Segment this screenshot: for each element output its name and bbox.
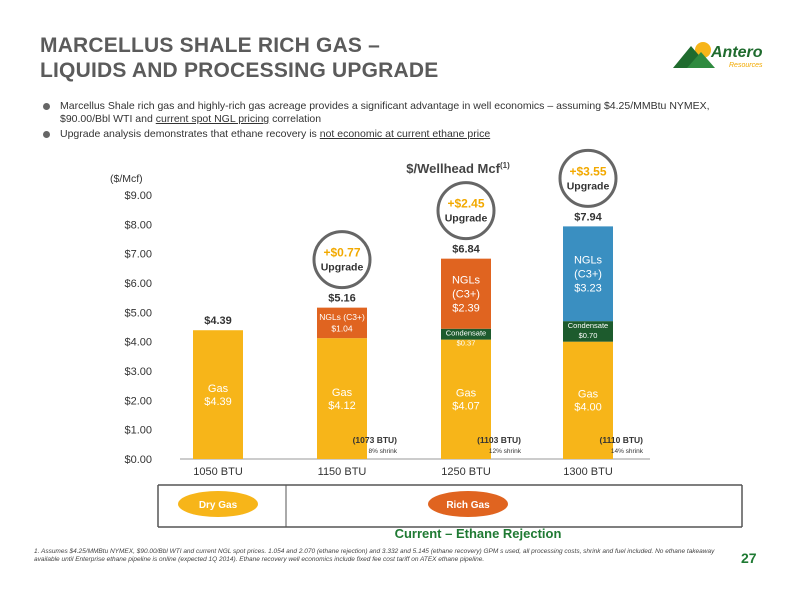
y-tick-label: $0.00 [124, 454, 152, 466]
bar-segment [193, 330, 243, 459]
group-pill [428, 491, 508, 517]
bar-segment-label: $4.12 [328, 400, 356, 412]
chart-title: $/Wellhead Mcf(1) [406, 161, 510, 176]
y-tick-label: $3.00 [124, 366, 152, 378]
bullet-dot-icon [43, 103, 50, 110]
logo-wordmark: Antero [711, 44, 763, 61]
bar-segment [317, 307, 367, 339]
shrink-percent-label: 14% shrink [611, 448, 644, 455]
logo-subtitle: Resources [729, 62, 763, 69]
bar-segment [563, 341, 613, 459]
footnote: 1. Assumes $4.25/MMBtu NYMEX, $90.00/Bbl… [34, 548, 715, 563]
title-line-2: LIQUIDS AND PROCESSING UPGRADE [40, 59, 439, 82]
upgrade-word-label: Upgrade [445, 213, 488, 225]
bar-segment-label: Gas [456, 388, 477, 400]
bar-total-label: $5.16 [328, 293, 356, 305]
bar-segment [441, 339, 491, 459]
bar-segment [563, 226, 613, 322]
logo-mountains-icon [673, 42, 715, 68]
bullet-dot-icon [43, 131, 50, 138]
bar-segment-label: Gas [578, 389, 599, 401]
upgrade-amount-label: +$2.45 [447, 197, 484, 211]
bar-segment [441, 328, 491, 340]
y-tick-label: $1.00 [124, 425, 152, 437]
y-tick-label: $8.00 [124, 219, 152, 231]
bar-segment-label: NGLs [574, 255, 603, 267]
bar-segment-label: $0.37 [457, 338, 476, 347]
y-tick-label: $2.00 [124, 395, 152, 407]
bullet-2-link: not economic at current ethane price [319, 128, 491, 140]
x-axis-title: Current – Ethane Rejection [395, 526, 562, 541]
bullet-1-link: current spot NGL pricing [155, 113, 270, 125]
shrink-btu-label: (1073 BTU) [353, 435, 398, 445]
page-number: 27 [741, 550, 757, 566]
y-axis-label: ($/Mcf) [110, 173, 143, 185]
bar-total-label: $4.39 [204, 315, 232, 327]
bar-segment-label: Gas [332, 387, 353, 399]
title-line-1: MARCELLUS SHALE RICH GAS – [40, 34, 381, 57]
bar-segment-label: $1.04 [331, 324, 353, 334]
bar-segment [441, 258, 491, 329]
bar-segment-label: Gas [208, 383, 229, 395]
bar-segment-label: NGLs [452, 275, 481, 287]
y-tick-label: $5.00 [124, 307, 152, 319]
bullet-2-text: Upgrade analysis demonstrates that ethan… [60, 128, 320, 140]
shrink-percent-label: 12% shrink [489, 448, 522, 455]
x-tick-label: 1300 BTU [563, 466, 613, 478]
bar-total-label: $6.84 [452, 244, 480, 256]
upgrade-word-label: Upgrade [321, 262, 364, 274]
bullet-list: Marcellus Shale rich gas and highly-rich… [40, 100, 760, 143]
bar-segment [563, 321, 613, 342]
bar-segment-label: Condensate [568, 321, 608, 330]
upgrade-circle-icon [436, 181, 496, 241]
bar-segment-label: $3.23 [574, 283, 602, 295]
upgrade-amount-label: +$0.77 [323, 246, 360, 260]
bar-segment-label: $4.07 [452, 401, 480, 413]
upgrade-amount-label: +$3.55 [569, 164, 606, 178]
upgrade-word-label: Upgrade [567, 180, 610, 192]
bar-segment-label: $4.00 [574, 402, 602, 414]
bullet-item-2: Upgrade analysis demonstrates that ethan… [40, 128, 760, 141]
bar-segment-label: NGLs (C3+) [319, 312, 365, 322]
antero-logo: Antero Resources [673, 38, 763, 78]
y-tick-label: $9.00 [124, 190, 152, 202]
bullet-item-1: Marcellus Shale rich gas and highly-rich… [40, 100, 760, 126]
upgrade-circle-icon [312, 230, 372, 290]
bar-total-label: $7.94 [574, 211, 602, 223]
bar-segment-label: $0.70 [579, 331, 598, 340]
x-tick-label: 1050 BTU [193, 466, 243, 478]
group-label: Dry Gas [199, 500, 238, 511]
bar-segment-label: $4.39 [204, 396, 232, 408]
group-pill [178, 491, 258, 517]
bullet-1-text: Marcellus Shale rich gas and highly-rich… [60, 100, 710, 125]
bar-segment [317, 338, 367, 459]
bar-segment-label: (C3+) [574, 269, 602, 281]
group-label: Rich Gas [446, 500, 490, 511]
bar-segment-label: (C3+) [452, 289, 480, 301]
page-title: MARCELLUS SHALE RICH GAS – LIQUIDS AND P… [40, 33, 438, 83]
y-tick-label: $7.00 [124, 249, 152, 261]
upgrade-circle-icon [558, 148, 618, 208]
bar-segment-label: $2.39 [452, 303, 480, 315]
bullet-1-tail: correlation [269, 113, 322, 125]
bar-segment-label: Condensate [446, 328, 486, 337]
x-tick-label: 1250 BTU [441, 466, 491, 478]
shrink-btu-label: (1103 BTU) [477, 435, 521, 445]
x-tick-label: 1150 BTU [318, 466, 367, 478]
y-tick-label: $4.00 [124, 337, 152, 349]
shrink-btu-label: (1110 BTU) [600, 435, 644, 445]
shrink-percent-label: 8% shrink [368, 448, 397, 455]
y-tick-label: $6.00 [124, 278, 152, 290]
